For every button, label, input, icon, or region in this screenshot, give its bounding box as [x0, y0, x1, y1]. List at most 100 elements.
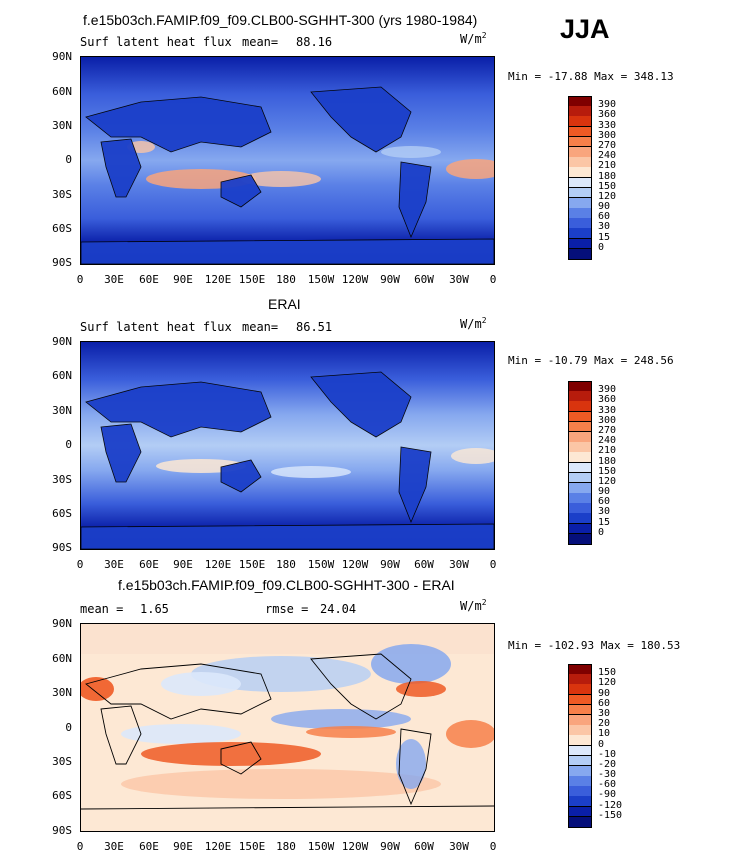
- panel2-lon-tick: 90W: [380, 558, 400, 571]
- colorbar-swatch: [568, 482, 592, 494]
- panel2-lon-tick: 120W: [341, 558, 369, 571]
- colorbar-label: 300: [598, 129, 617, 141]
- panel2-lon-tick: 90E: [173, 558, 193, 571]
- panel2-lat-tick: 60S: [52, 507, 72, 520]
- colorbar-label: 0: [598, 241, 605, 253]
- panel1-lon-tick: 60W: [414, 273, 434, 286]
- panel2-lat-tick: 60N: [52, 369, 72, 382]
- colorbar-swatch: [568, 806, 592, 818]
- panel2-mean-value: 86.51: [296, 320, 333, 334]
- colorbar-swatch: [568, 503, 592, 514]
- panel2-lon-tick: 60E: [139, 558, 159, 571]
- panel1-title: f.e15b03ch.FAMIP.f09_f09.CLB00-SGHHT-300…: [83, 12, 478, 28]
- panel2-units: W/m2: [460, 316, 487, 331]
- colorbar-label: 390: [598, 99, 617, 111]
- colorbar-label: 240: [598, 150, 617, 162]
- panel1-lon-tick: 150E: [238, 273, 266, 286]
- colorbar-label: 60: [598, 211, 611, 223]
- panel2-lon-tick: 60W: [414, 558, 434, 571]
- colorbar-label: -20: [598, 758, 617, 770]
- colorbar-label: 330: [598, 119, 617, 131]
- panel3-mean-value: 1.65: [140, 602, 169, 616]
- colorbar-label: -120: [598, 799, 623, 811]
- panel3-lon-tick: 120E: [204, 840, 232, 853]
- panel2-variable: Surf latent heat flux: [80, 320, 232, 334]
- colorbar-label: 90: [598, 486, 611, 498]
- panel3-lat-tick: 30N: [52, 686, 72, 699]
- colorbar-swatch: [568, 96, 592, 107]
- panel2-map: [80, 341, 495, 550]
- colorbar-label: 30: [598, 221, 611, 233]
- colorbar-label: 360: [598, 394, 617, 406]
- panel3-lon-tick: 0: [76, 840, 84, 853]
- colorbar-label: 210: [598, 445, 617, 457]
- colorbar-label: 180: [598, 455, 617, 467]
- colorbar-swatch: [568, 177, 592, 189]
- panel1-variable: Surf latent heat flux: [80, 35, 232, 49]
- panel1-lat-tick: 60S: [52, 222, 72, 235]
- panel3-lat-tick: 30S: [52, 755, 72, 768]
- colorbar-swatch: [568, 197, 592, 209]
- colorbar-label: 300: [598, 414, 617, 426]
- panel1-lat-tick: 90S: [52, 256, 72, 269]
- panel2-lon-tick: 0: [489, 558, 497, 571]
- panel2-lat-tick: 90S: [52, 541, 72, 554]
- colorbar-label: 150: [598, 180, 617, 192]
- colorbar-label: 360: [598, 109, 617, 121]
- colorbar-swatch: [568, 493, 592, 504]
- panel1-map-field: [81, 57, 494, 264]
- panel3-lat-tick: 60S: [52, 789, 72, 802]
- panel3-lon-tick: 150W: [307, 840, 335, 853]
- colorbar-swatch: [568, 533, 592, 545]
- panel2-lon-tick: 150E: [238, 558, 266, 571]
- colorbar-swatch: [568, 796, 592, 808]
- panel1-lon-tick: 150W: [307, 273, 335, 286]
- colorbar-label: 60: [598, 697, 611, 709]
- colorbar-label: 0: [598, 526, 605, 538]
- colorbar-swatch: [568, 218, 592, 229]
- colorbar-swatch: [568, 187, 592, 199]
- panel2-map-field: [81, 342, 494, 549]
- panel2-title: ERAI: [268, 296, 301, 312]
- panel2-lon-tick: 180: [276, 558, 296, 571]
- season-label: JJA: [560, 14, 610, 44]
- colorbar-swatch: [568, 381, 592, 392]
- panel1-lat-tick: 60N: [52, 85, 72, 98]
- colorbar-swatch: [568, 146, 592, 158]
- colorbar-label: 120: [598, 190, 617, 202]
- colorbar-swatch: [568, 401, 592, 413]
- colorbar-swatch: [568, 116, 592, 128]
- panel3-lon-tick: 60W: [414, 840, 434, 853]
- panel2-lat-tick: 30N: [52, 404, 72, 417]
- panel3-map: [80, 623, 495, 832]
- panel2-lon-tick: 30E: [104, 558, 124, 571]
- colorbar-swatch: [568, 452, 592, 463]
- panel1-lon-tick: 90W: [380, 273, 400, 286]
- panel3-lon-tick: 150E: [238, 840, 266, 853]
- colorbar-swatch: [568, 238, 592, 250]
- colorbar-swatch: [568, 421, 592, 433]
- panel3-lat-tick: 60N: [52, 652, 72, 665]
- panel3-lat-tick: 90S: [52, 824, 72, 837]
- panel2-lon-tick: 30W: [449, 558, 469, 571]
- colorbar-swatch: [568, 411, 592, 423]
- panel3-title: f.e15b03ch.FAMIP.f09_f09.CLB00-SGHHT-300…: [118, 577, 455, 593]
- colorbar-swatch: [568, 745, 592, 757]
- colorbar-label: 15: [598, 231, 611, 243]
- panel1-colorbar: 390 360 330 300 270 240 210 180 150 120 90 60 30 15 0: [568, 96, 638, 260]
- colorbar-label: 30: [598, 506, 611, 518]
- colorbar-label: 0: [598, 738, 605, 750]
- panel2-lon-tick: 0: [76, 558, 84, 571]
- colorbar-label: -150: [598, 809, 623, 821]
- panel1-lon-tick: 30E: [104, 273, 124, 286]
- colorbar-label: -90: [598, 789, 617, 801]
- panel1-min-max: Min = -17.88 Max = 348.13: [508, 70, 674, 83]
- colorbar-swatch: [568, 442, 592, 453]
- colorbar-label: 60: [598, 496, 611, 508]
- colorbar-label: 20: [598, 718, 611, 730]
- colorbar-swatch: [568, 776, 592, 787]
- colorbar-label: 330: [598, 404, 617, 416]
- colorbar-swatch: [568, 765, 592, 777]
- panel3-rmse-value: 24.04: [320, 602, 357, 616]
- panel1-lat-tick: 30N: [52, 119, 72, 132]
